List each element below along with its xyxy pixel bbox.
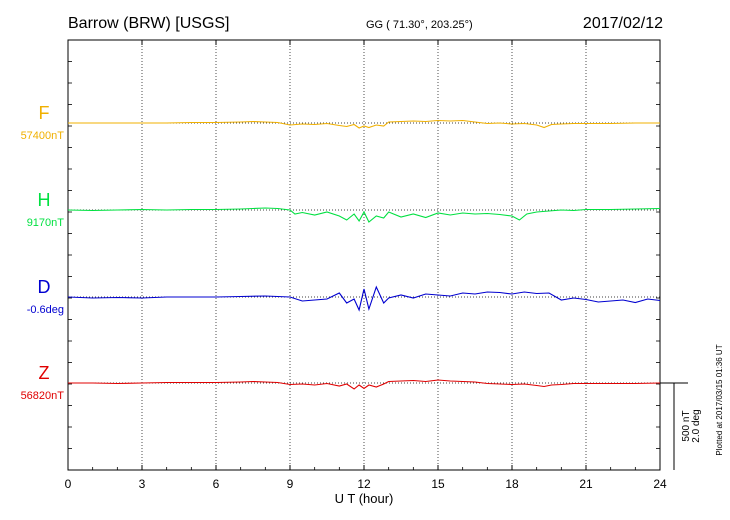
- series-line-d: [67, 285, 661, 312]
- x-tick-label: 15: [431, 477, 445, 491]
- scale-bar: 500 nT 2.0 deg: [660, 382, 702, 470]
- series-line-z: [68, 379, 661, 390]
- series-name-z: Z: [39, 363, 50, 383]
- x-tick-label: 9: [287, 477, 294, 491]
- series-line-f: [68, 119, 660, 129]
- series-labels: F 57400nT H 9170nT D -0.6deg Z 56820nT: [21, 103, 65, 402]
- plotted-timestamp: Plotted at 2017/03/15 01:36 UT: [715, 344, 724, 455]
- series-name-d: D: [38, 277, 51, 297]
- coords-title: GG ( 71.30°, 203.25°): [366, 19, 473, 31]
- series-name-h: H: [38, 190, 51, 210]
- series-baseline-d: -0.6deg: [27, 304, 64, 316]
- x-axis-ticks: 0 3 6 9 12 15 18 21 24: [65, 39, 667, 491]
- vertical-grid: [141, 40, 587, 470]
- scale-nt-label: 500 nT: [681, 410, 692, 441]
- x-tick-label: 24: [653, 477, 667, 491]
- series-line-h: [67, 207, 661, 223]
- series-baseline-h: 9170nT: [27, 217, 65, 229]
- x-tick-label: 18: [505, 477, 519, 491]
- plot-frame: [67, 39, 661, 471]
- series-group: [67, 119, 661, 390]
- x-tick-label: 21: [579, 477, 593, 491]
- x-tick-label: 3: [139, 477, 146, 491]
- x-tick-label: 0: [65, 477, 72, 491]
- series-baseline-f: 57400nT: [21, 130, 65, 142]
- scale-deg-label: 2.0 deg: [691, 409, 702, 442]
- series-baseline-z: 56820nT: [21, 390, 65, 402]
- date-title: 2017/02/12: [583, 15, 663, 32]
- x-tick-label: 6: [213, 477, 220, 491]
- station-title: Barrow (BRW) [USGS]: [68, 15, 230, 32]
- x-tick-label: 12: [357, 477, 371, 491]
- x-axis-label: U T (hour): [335, 491, 394, 506]
- series-name-f: F: [39, 103, 50, 123]
